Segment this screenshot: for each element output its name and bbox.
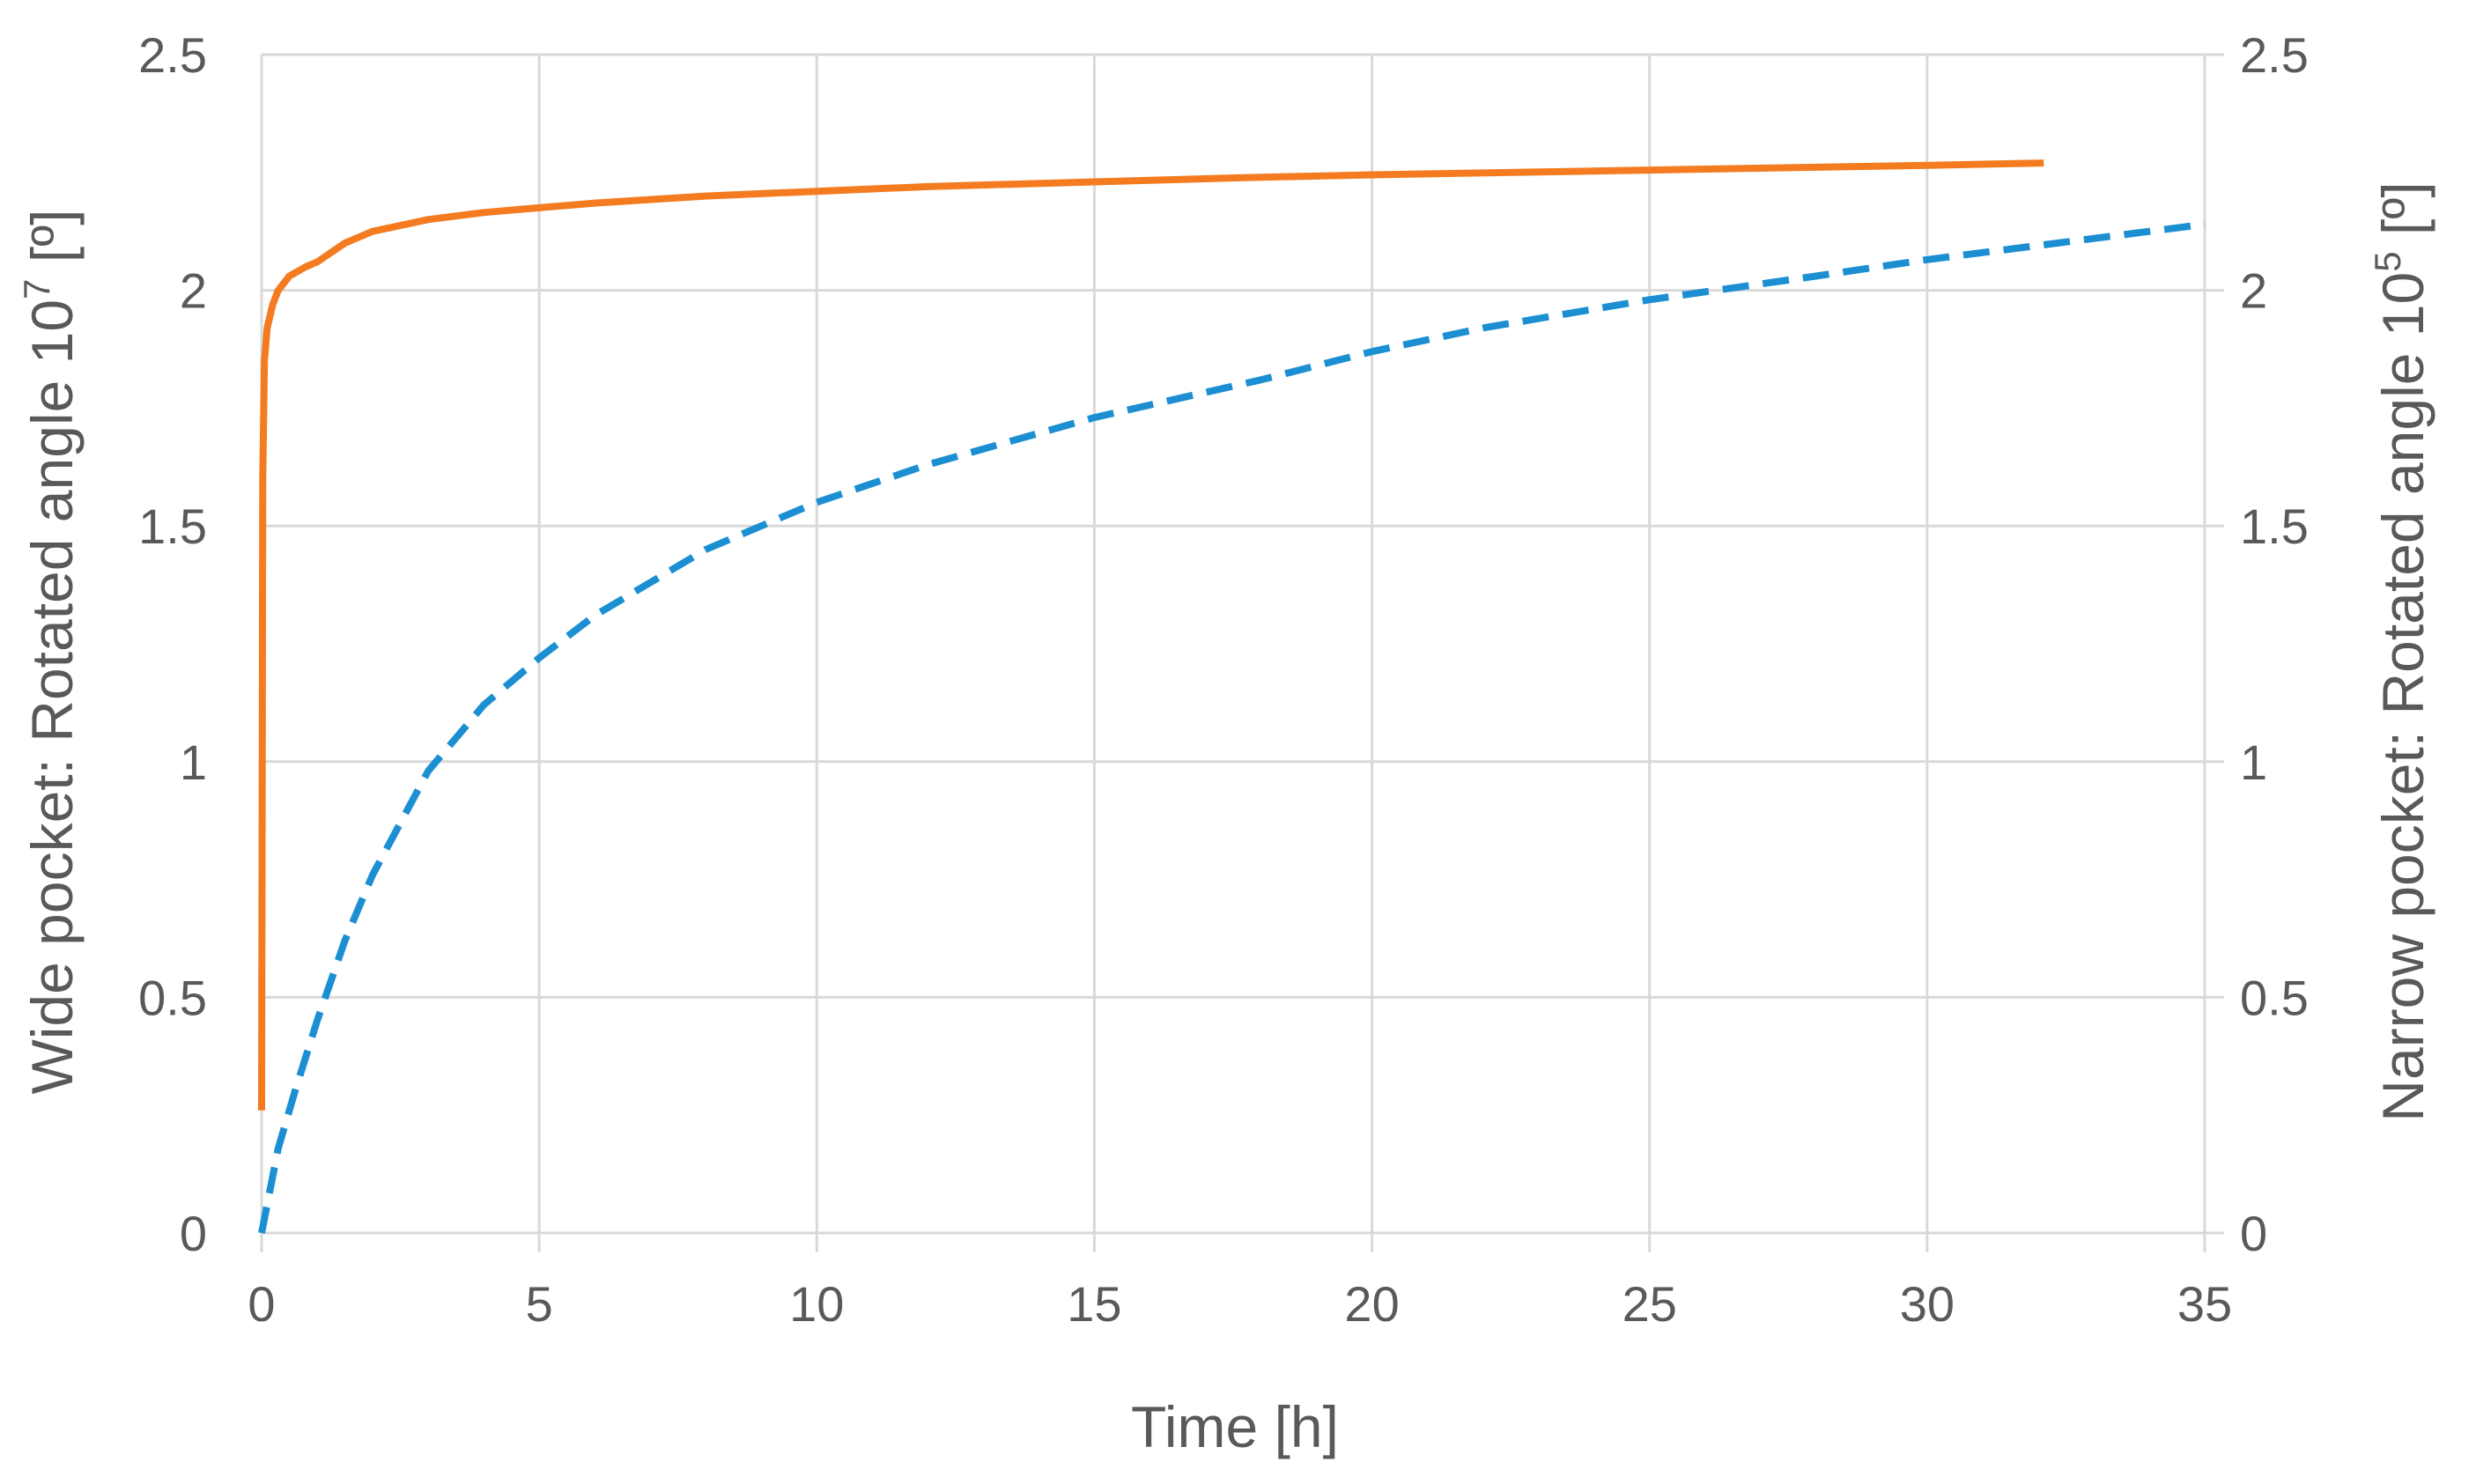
y-right-tick-label: 1.5 — [2240, 498, 2309, 554]
y-axis-left-title-text: Wide pocket: Rotated angle 10 — [19, 299, 85, 1095]
y-left-tick-label: 1 — [180, 735, 207, 790]
x-tick-label: 35 — [2177, 1276, 2232, 1332]
y-left-tick-label: 0 — [180, 1206, 207, 1261]
y-axis-right-title-superscript: 5 — [2367, 251, 2408, 271]
y-axis-right-title-unit: [º] — [2370, 181, 2435, 251]
y-axis-right-title: Narrow pocket: Rotated angle 105 [º] — [2367, 181, 2435, 1121]
y-left-tick-label: 2.5 — [138, 27, 207, 83]
y-left-tick-label: 2 — [180, 263, 207, 319]
x-tick-label: 0 — [248, 1276, 275, 1332]
x-tick-label: 10 — [789, 1276, 844, 1332]
x-tick-label: 5 — [526, 1276, 553, 1332]
y-axis-left-title-superscript: 7 — [16, 279, 57, 299]
y-right-tick-label: 0 — [2240, 1206, 2267, 1261]
y-right-tick-label: 0.5 — [2240, 970, 2309, 1025]
y-axis-left-title-unit: [º] — [19, 209, 85, 278]
x-tick-label: 30 — [1900, 1276, 1955, 1332]
x-tick-label: 20 — [1344, 1276, 1399, 1332]
series-layer — [258, 159, 2206, 1234]
y-axis-left-title: Wide pocket: Rotated angle 107 [º] — [16, 209, 85, 1094]
x-tick-label: 15 — [1067, 1276, 1121, 1332]
wide-pocket-series-line — [258, 159, 2044, 1111]
y-right-tick-label: 1 — [2240, 735, 2267, 790]
y-left-tick-label: 1.5 — [138, 498, 207, 554]
narrow-pocket-series-line — [258, 220, 2206, 1234]
y-right-tick-label: 2 — [2240, 263, 2267, 319]
x-axis-title: Time [h] — [1131, 1394, 1339, 1459]
y-right-tick-label: 2.5 — [2240, 27, 2309, 83]
y-axis-right-title-text: Narrow pocket: Rotated angle 10 — [2370, 272, 2435, 1122]
ticks-layer: 0 0.5 1 1.5 2 2.5 0 0.5 1 1.5 2 2.5 0 5 10 15 20 25 30 35 — [138, 27, 2309, 1332]
y-left-tick-label: 0.5 — [138, 970, 207, 1025]
grid-layer — [260, 53, 2224, 1252]
x-tick-label: 25 — [1622, 1276, 1677, 1332]
